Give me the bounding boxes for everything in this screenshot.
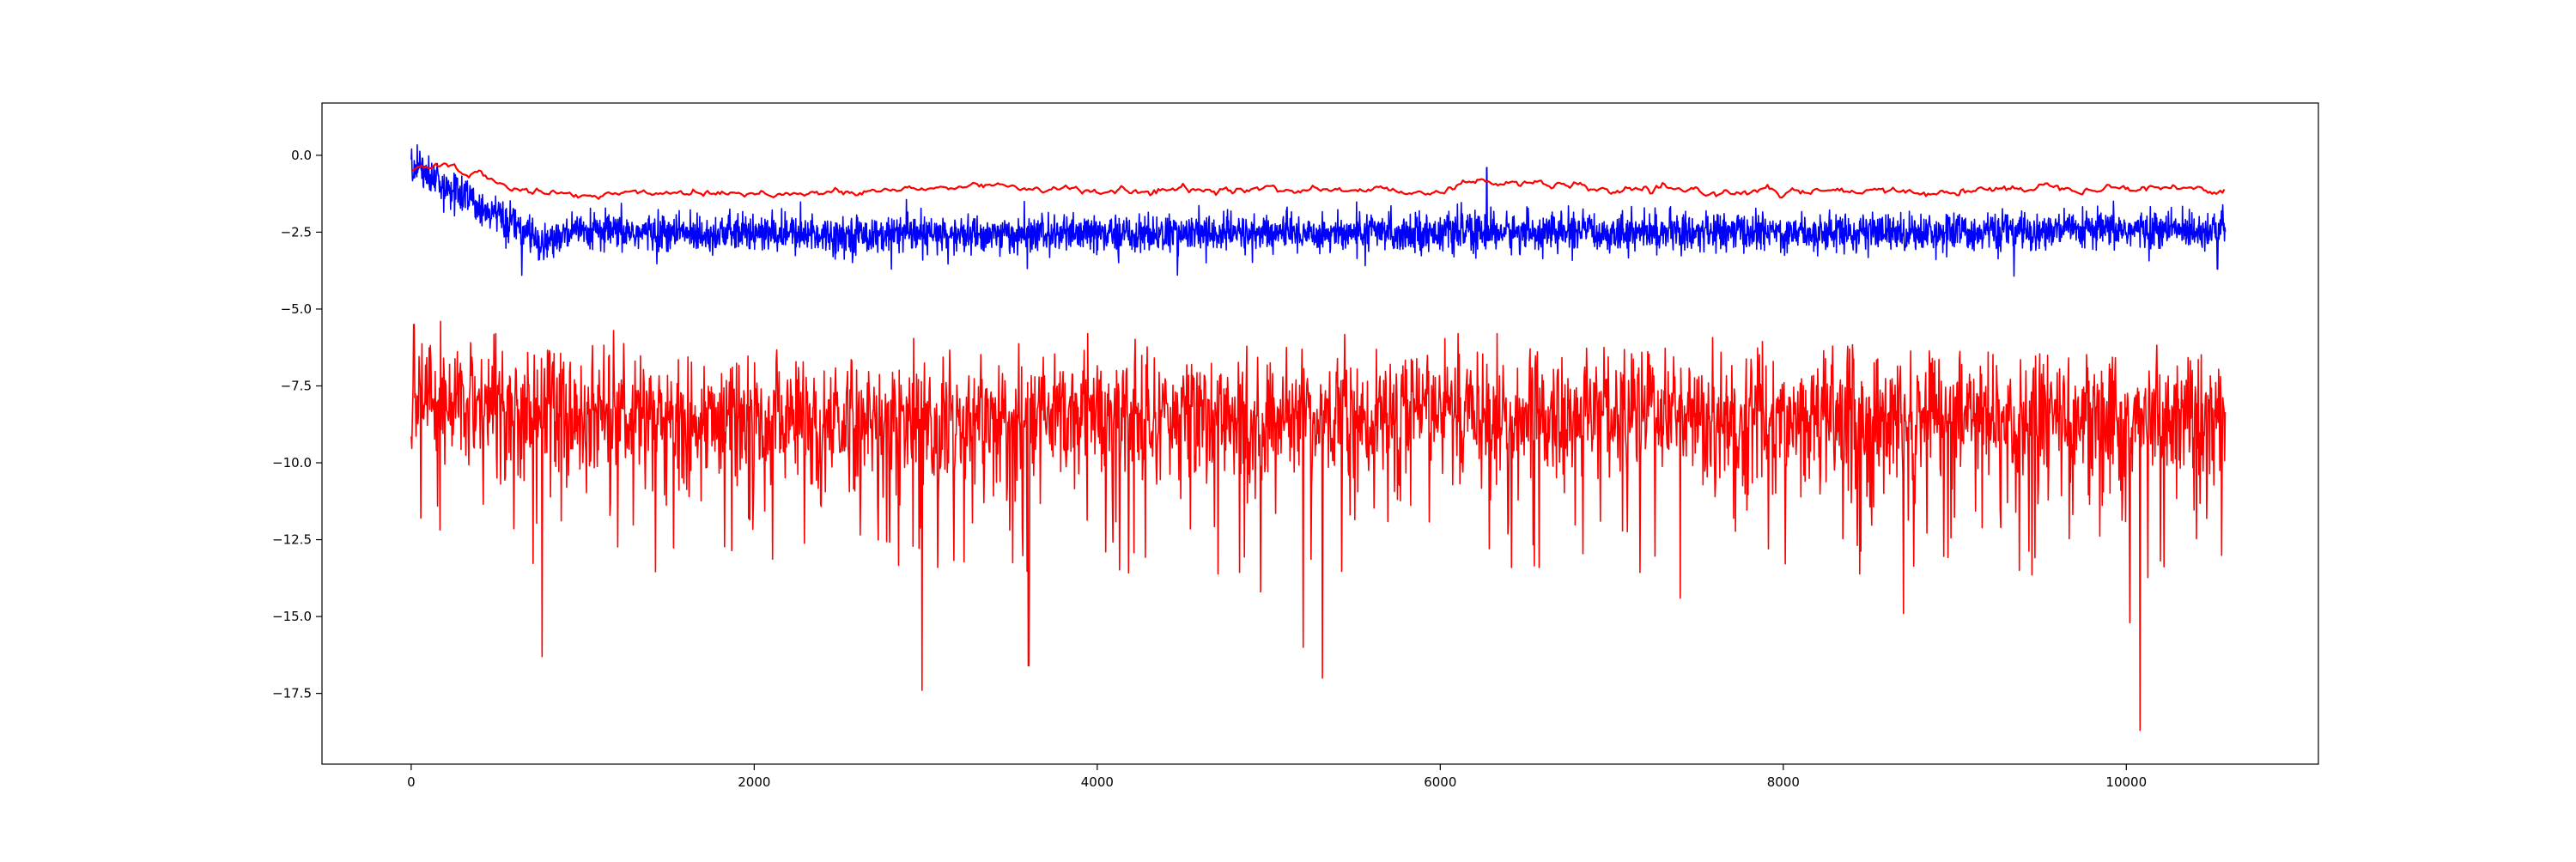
x-tick-label: 0 (407, 774, 416, 790)
series-line-3 (410, 162, 2226, 200)
axes-frame (321, 102, 2319, 765)
y-tick-label: −5.0 (281, 301, 312, 317)
x-tick-label: 2000 (738, 774, 770, 790)
x-tick-label: 6000 (1424, 774, 1456, 790)
y-axis-ticks: 0.0 −2.5 −5.0 −7.5 −10.0 −12.5 −15.0 −17.5 (272, 148, 322, 701)
x-tick-label: 4000 (1081, 774, 1114, 790)
y-tick-label: −15.0 (272, 609, 312, 624)
y-tick-label: −2.5 (281, 224, 312, 240)
y-tick-label: −12.5 (272, 532, 312, 548)
y-tick-label: −7.5 (281, 378, 312, 393)
series-layer (410, 143, 2227, 731)
x-tick-label: 10000 (2105, 774, 2147, 790)
series-line-1 (410, 320, 2227, 731)
y-tick-label: −17.5 (272, 686, 312, 701)
series-line-2 (410, 143, 2227, 277)
y-tick-label: 0.0 (291, 148, 312, 163)
x-axis-ticks: 0 2000 4000 6000 8000 10000 (407, 764, 2147, 790)
y-tick-label: −10.0 (272, 455, 312, 470)
x-tick-label: 8000 (1767, 774, 1800, 790)
